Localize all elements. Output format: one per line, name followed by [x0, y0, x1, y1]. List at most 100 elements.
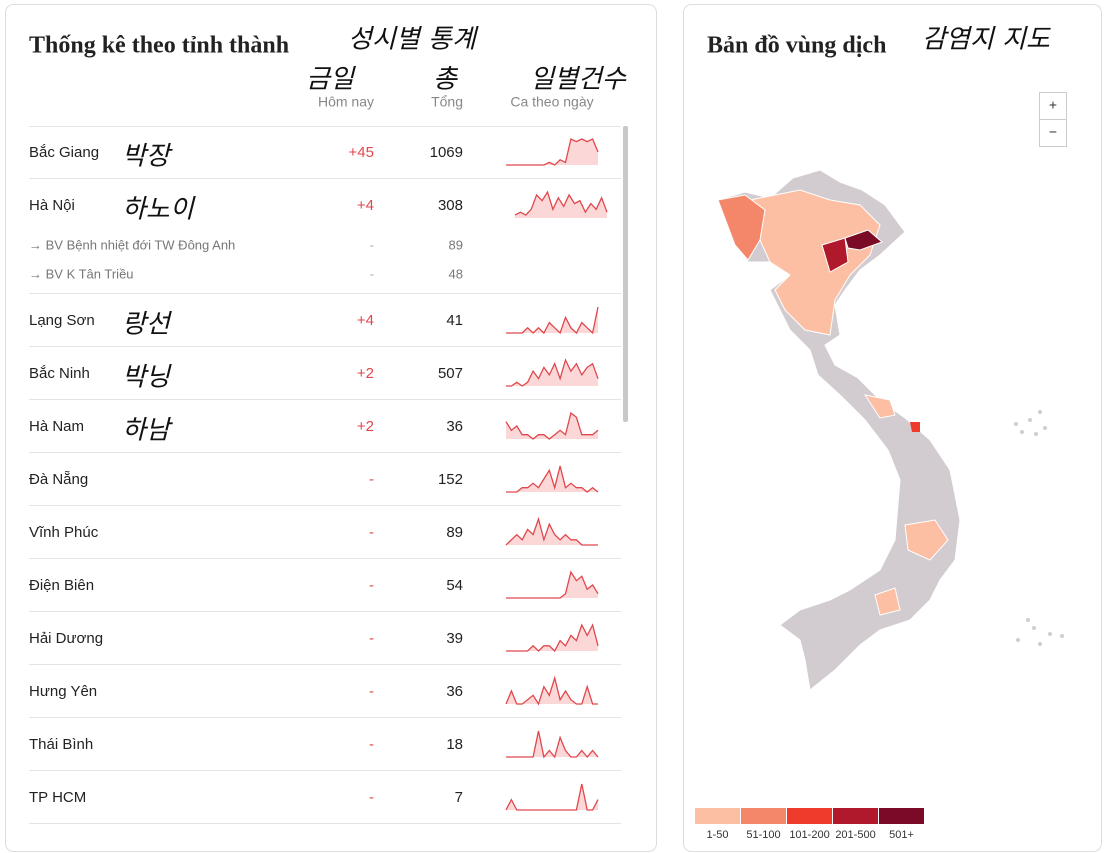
total-cases: 39 [446, 630, 463, 647]
country-shape [717, 169, 961, 691]
map-title: Bản đồ vùng dịch [707, 33, 886, 59]
sparkline [506, 358, 599, 387]
today-cases: +2 [357, 365, 374, 382]
hospital-today: - [370, 237, 374, 252]
total-cases: 36 [446, 683, 463, 700]
sparkline [514, 190, 608, 216]
sparkline [506, 465, 599, 493]
sparkline-area [506, 519, 598, 545]
legend-swatch [833, 808, 878, 824]
zoom-out-button[interactable] [1039, 119, 1067, 147]
legend-label: 101-200 [789, 829, 829, 841]
province-note: 박닝 [122, 363, 172, 393]
region-light [863, 394, 896, 419]
legend-label: 201-500 [835, 829, 875, 841]
region-high [821, 237, 849, 273]
legend-label: 51-100 [746, 829, 780, 841]
total-cases: 1069 [430, 144, 463, 161]
region-danang [910, 422, 920, 432]
province-name: Hà Nam [29, 418, 84, 435]
zoom-control: + − [1039, 92, 1067, 147]
today-cases: - [369, 577, 374, 594]
column-header: Hôm nay [318, 94, 374, 110]
hospital-today: - [370, 266, 374, 281]
region-medium [717, 194, 766, 261]
legend-label: 1-50 [706, 829, 728, 841]
hospital-name: → BV K Tân Triều [29, 266, 134, 281]
scrollbar[interactable] [623, 126, 628, 422]
region-light [874, 587, 901, 616]
title-note: 성시별 통계 [348, 25, 479, 55]
today-cases: +45 [349, 144, 374, 161]
legend-swatch [695, 808, 740, 824]
province-name: Lạng Sơn [29, 312, 95, 329]
total-cases: 54 [446, 577, 463, 594]
total-cases: 41 [446, 312, 463, 329]
sparkline [505, 783, 599, 811]
province-name: Đà Nẵng [29, 471, 88, 488]
province-note: 랑선 [122, 310, 173, 340]
column-note: 일별건수 [530, 65, 627, 95]
today-cases: +2 [357, 418, 374, 435]
legend-swatch [787, 808, 832, 824]
province-name: Vĩnh Phúc [29, 524, 99, 541]
total-cases: 308 [438, 197, 463, 214]
region-light [904, 519, 949, 561]
stats-title: Thống kê theo tỉnh thành [29, 33, 289, 59]
region-light [749, 189, 881, 336]
today-cases: - [369, 471, 374, 488]
province-name: TP HCM [29, 789, 86, 806]
islands [1014, 410, 1064, 646]
province-name: Hà Nội [29, 197, 75, 214]
sparkline-area [506, 625, 598, 651]
total-cases: 89 [446, 524, 463, 541]
sparkline [505, 516, 598, 546]
legend-swatch [879, 808, 924, 824]
province-note: 박장 [122, 142, 173, 172]
sparkline-area [515, 192, 607, 218]
province-name: Bắc Ninh [29, 365, 90, 382]
province-name: Hưng Yên [29, 683, 97, 700]
sparkline-area [506, 307, 598, 333]
zoom-in[interactable]: + [1049, 97, 1057, 113]
province-note: 하노이 [122, 195, 196, 225]
today-cases: - [369, 524, 374, 541]
today-cases: +4 [357, 312, 374, 329]
region-highest [844, 229, 883, 251]
legend-swatch [741, 808, 786, 824]
sparkline-area [506, 413, 598, 439]
total-cases: 507 [438, 365, 463, 382]
today-cases: - [369, 683, 374, 700]
hospital-total: 89 [449, 237, 463, 252]
province-name: Điện Biên [29, 577, 94, 594]
column-header: Ca theo ngày [510, 94, 593, 110]
today-cases: - [369, 789, 374, 806]
province-note: 하남 [122, 416, 174, 446]
zoom-out[interactable]: − [1049, 124, 1057, 140]
province-name: Bắc Giang [29, 144, 99, 161]
legend-label: 501+ [889, 829, 914, 841]
sparkline-area [506, 139, 598, 165]
today-cases: - [369, 736, 374, 753]
sparkline [506, 623, 599, 653]
sparkline [505, 411, 599, 440]
today-cases: +4 [357, 197, 374, 214]
province-name: Hải Dương [29, 630, 103, 647]
zoom-in-button[interactable] [1039, 92, 1067, 120]
map [717, 169, 1064, 691]
sparkline [506, 138, 599, 166]
sparkline [506, 306, 599, 335]
total-cases: 152 [438, 471, 463, 488]
stats-panel [5, 4, 657, 852]
column-note: 총 [433, 65, 459, 95]
total-cases: 7 [455, 789, 463, 806]
column-header: Tổng [431, 94, 463, 110]
total-cases: 36 [446, 418, 463, 435]
total-cases: 18 [446, 736, 463, 753]
today-cases: - [369, 630, 374, 647]
map-title-note: 감염지 지도 [922, 25, 1051, 55]
province-name: Thái Bình [29, 736, 93, 753]
